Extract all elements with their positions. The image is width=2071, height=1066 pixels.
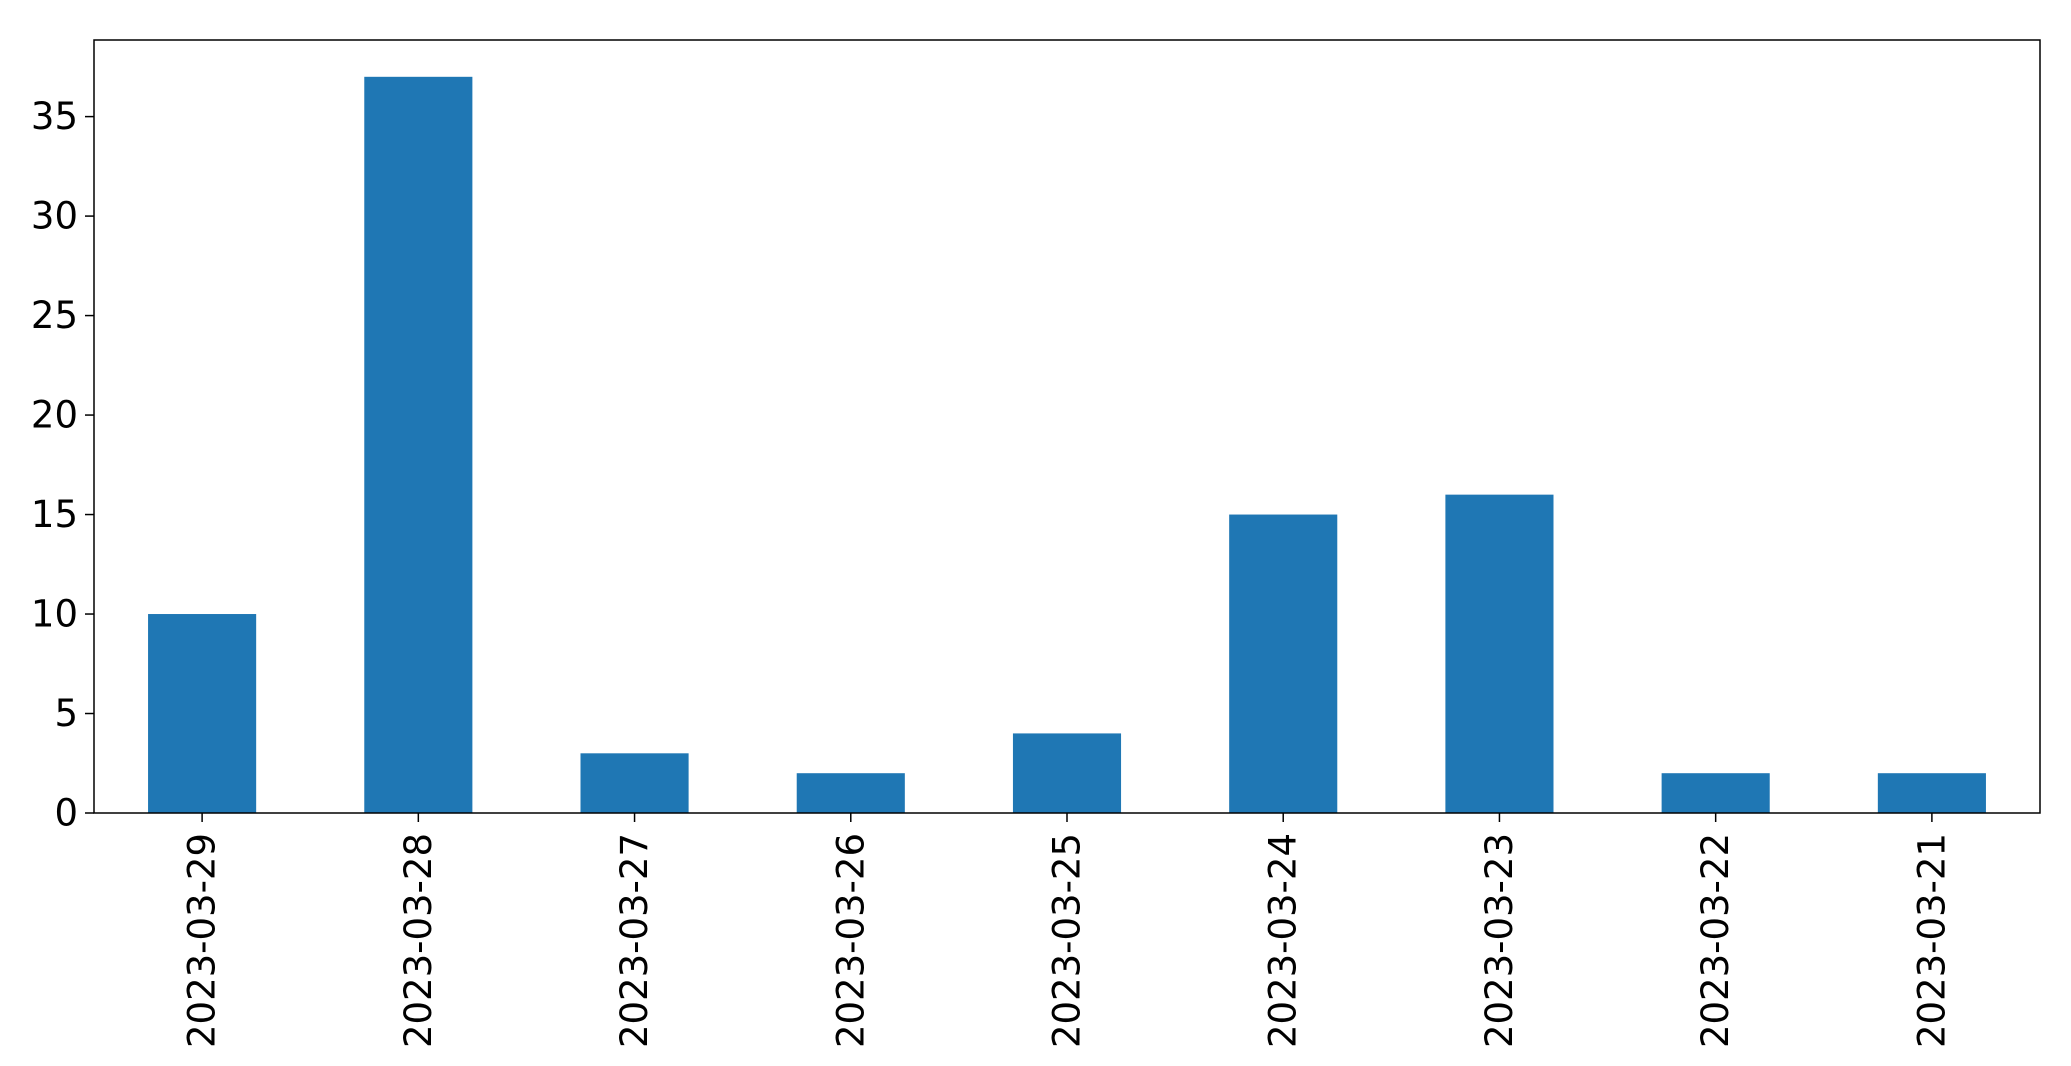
y-tick-label: 5 [54, 692, 78, 735]
y-tick-label: 20 [31, 394, 78, 437]
x-tick-label: 2023-03-24 [1262, 833, 1305, 1048]
y-axis: 0 5 10 15 20 25 30 35 [31, 95, 94, 835]
x-tick-label: 2023-03-27 [613, 833, 656, 1048]
plot-frame [93, 39, 2041, 814]
x-tick-label: 2023-03-28 [397, 833, 440, 1048]
x-tick-label: 2023-03-23 [1478, 833, 1521, 1048]
bar-2023-03-27 [580, 753, 689, 813]
bar-2023-03-22 [1661, 773, 1770, 813]
y-tick-label: 15 [31, 493, 78, 536]
y-tick-label: 30 [31, 195, 78, 238]
bar-2023-03-21 [1877, 773, 1986, 813]
y-tick-label: 0 [54, 792, 78, 835]
bar-2023-03-24 [1229, 514, 1338, 813]
bar-2023-03-25 [1012, 733, 1122, 813]
x-tick-label: 2023-03-25 [1046, 833, 1089, 1048]
x-tick-label: 2023-03-22 [1694, 833, 1737, 1048]
x-tick-label: 2023-03-29 [181, 833, 224, 1048]
x-axis: 2023-03-29 2023-03-28 2023-03-27 2023-03-26… [181, 813, 1953, 1048]
bar-2023-03-28 [364, 76, 473, 814]
x-tick-label: 2023-03-26 [829, 833, 872, 1048]
y-tick-label: 35 [31, 95, 78, 138]
bar-2023-03-23 [1445, 494, 1554, 813]
bar-2023-03-26 [796, 773, 905, 813]
y-tick-label: 25 [31, 294, 78, 337]
bar-2023-03-29 [148, 614, 257, 813]
y-tick-label: 10 [31, 593, 78, 636]
x-tick-label: 2023-03-21 [1910, 833, 1953, 1048]
bars-layer [148, 76, 1986, 814]
